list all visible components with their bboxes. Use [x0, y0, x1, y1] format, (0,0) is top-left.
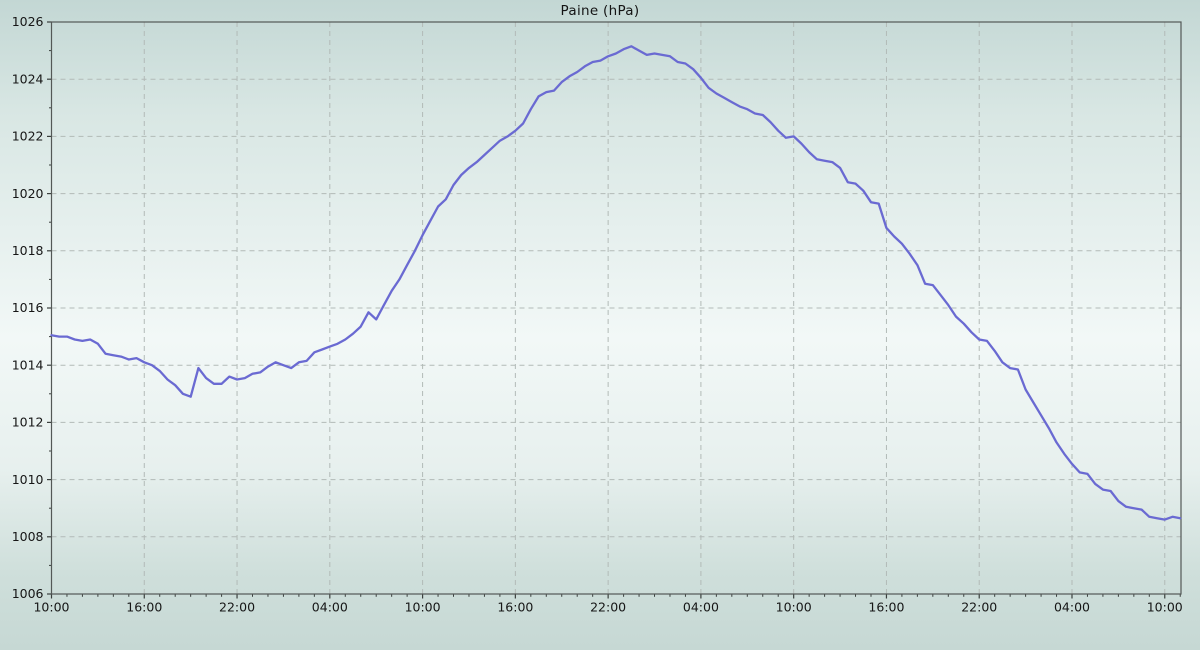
y-tick-label: 1018 [12, 243, 44, 258]
x-tick-label: 16:00 [868, 600, 904, 615]
y-tick-label: 1006 [12, 586, 44, 601]
y-tick-label: 1024 [12, 71, 44, 86]
y-tick-label: 1012 [12, 415, 44, 430]
y-tick-label: 1020 [12, 186, 44, 201]
x-tick-label: 10:00 [33, 600, 69, 615]
x-tick-label: 04:00 [312, 600, 348, 615]
y-tick-label: 1008 [12, 529, 44, 544]
x-tick-label: 22:00 [219, 600, 255, 615]
x-tick-label: 04:00 [683, 600, 719, 615]
x-tick-label: 10:00 [776, 600, 812, 615]
y-tick-label: 1010 [12, 472, 44, 487]
plot-border [50, 21, 1182, 595]
x-tick-label: 16:00 [126, 600, 162, 615]
x-tick-label: 04:00 [1054, 600, 1090, 615]
y-tick-label: 1016 [12, 300, 44, 315]
x-tick-label: 10:00 [1147, 600, 1183, 615]
pressure-line [50, 45, 1182, 521]
y-tick-label: 1026 [12, 14, 44, 29]
chart-title: Paine (hPa) [560, 3, 640, 19]
x-tick-label: 22:00 [590, 600, 626, 615]
x-tick-label: 10:00 [405, 600, 441, 615]
y-tick-label: 1022 [12, 129, 44, 144]
x-tick-label: 22:00 [961, 600, 997, 615]
x-tick-label: 16:00 [497, 600, 533, 615]
y-tick-label: 1014 [12, 357, 44, 372]
